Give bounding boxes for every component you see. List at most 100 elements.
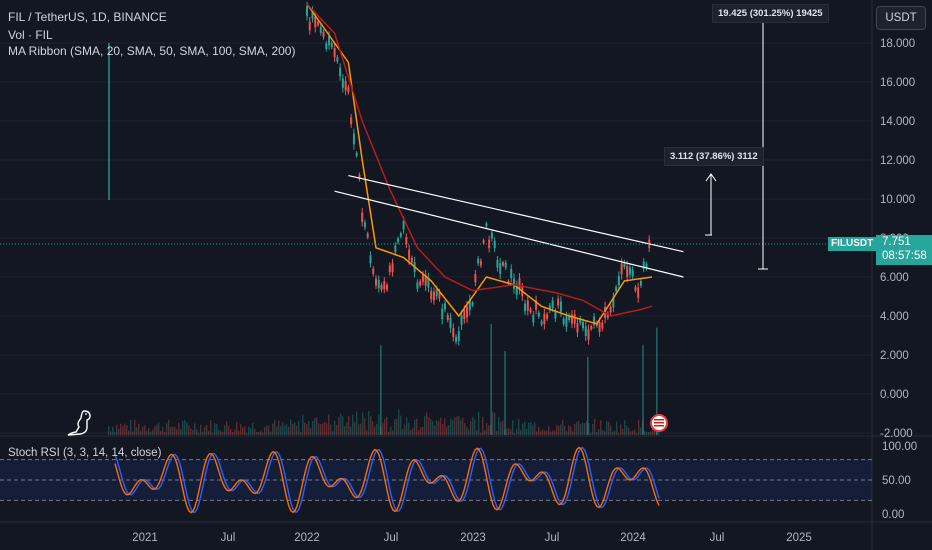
price-candle bbox=[319, 27, 322, 33]
price-candle bbox=[358, 174, 361, 180]
volume-bar bbox=[272, 423, 274, 435]
price-candle bbox=[620, 263, 623, 275]
volume-bar bbox=[644, 430, 646, 435]
volume-bar bbox=[480, 432, 482, 435]
ma-slow-line bbox=[306, 3, 653, 317]
volume-bar bbox=[360, 423, 362, 435]
volume-bar bbox=[240, 424, 242, 435]
volume-bar bbox=[250, 428, 252, 435]
volume-bar bbox=[290, 419, 292, 435]
volume-bar bbox=[440, 417, 442, 435]
price-candle bbox=[347, 87, 350, 93]
volume-bar bbox=[132, 431, 134, 435]
volume-legend: Vol · FIL bbox=[8, 28, 53, 42]
volume-bar bbox=[408, 422, 410, 435]
volume-spike bbox=[504, 351, 506, 435]
volume-bar bbox=[562, 419, 564, 435]
price-candle bbox=[540, 321, 543, 325]
volume-bar bbox=[366, 430, 368, 435]
volume-bar bbox=[156, 424, 158, 435]
volume-bar bbox=[468, 429, 470, 435]
volume-bars bbox=[108, 43, 660, 435]
price-candle bbox=[634, 286, 637, 291]
volume-bar bbox=[526, 428, 528, 435]
volume-bar bbox=[174, 426, 176, 435]
volume-bar bbox=[268, 425, 270, 435]
volume-bar bbox=[476, 430, 478, 435]
price-candle bbox=[490, 232, 493, 239]
volume-bar bbox=[314, 417, 316, 435]
price-candle bbox=[601, 322, 604, 329]
price-candle bbox=[311, 10, 314, 19]
volume-bar bbox=[202, 431, 204, 435]
volume-bar bbox=[474, 419, 476, 435]
volume-bar bbox=[150, 431, 152, 435]
volume-bar bbox=[548, 426, 550, 435]
volume-bar bbox=[382, 422, 384, 435]
volume-bar bbox=[630, 431, 632, 435]
stoch-rsi-legend: Stoch RSI (3, 3, 14, 14, close) bbox=[8, 447, 162, 459]
last-price-tag: 7.751 08:57:58 bbox=[876, 235, 932, 265]
volume-bar bbox=[232, 432, 234, 435]
volume-bar bbox=[410, 429, 412, 435]
volume-bar bbox=[572, 431, 574, 435]
price-candle bbox=[493, 240, 496, 249]
volume-bar bbox=[404, 424, 406, 435]
volume-bar bbox=[212, 432, 214, 435]
price-candle bbox=[452, 327, 455, 337]
volume-bar bbox=[554, 430, 556, 435]
price-candle bbox=[510, 268, 513, 278]
price-candle bbox=[551, 300, 554, 309]
volume-bar bbox=[524, 421, 526, 435]
price-candle bbox=[548, 305, 551, 311]
price-tick-label: 14.000 bbox=[880, 116, 915, 128]
rsi-k-line bbox=[114, 447, 660, 513]
volume-bar bbox=[466, 426, 468, 435]
volume-bar bbox=[500, 422, 502, 435]
volume-bar bbox=[194, 423, 196, 435]
volume-bar bbox=[456, 416, 458, 435]
volume-bar bbox=[248, 426, 250, 435]
price-candle bbox=[642, 261, 645, 269]
volume-bar bbox=[354, 422, 356, 435]
currency-button[interactable]: USDT bbox=[876, 6, 926, 30]
price-candle bbox=[568, 315, 571, 321]
volume-bar bbox=[246, 432, 248, 435]
volume-bar bbox=[224, 425, 226, 435]
ma-ribbon-legend: MA Ribbon (SMA, 20, SMA, 50, SMA, 100, S… bbox=[8, 44, 296, 58]
volume-bar bbox=[112, 426, 114, 435]
volume-bar bbox=[338, 416, 340, 435]
us-flag-icon[interactable] bbox=[650, 414, 668, 432]
volume-bar bbox=[252, 422, 254, 435]
volume-spike bbox=[642, 345, 644, 435]
volume-bar bbox=[594, 419, 596, 435]
volume-bar bbox=[540, 430, 542, 435]
volume-bar bbox=[292, 423, 294, 435]
volume-bar bbox=[452, 420, 454, 435]
volume-bar bbox=[624, 420, 626, 435]
volume-bar bbox=[288, 426, 290, 435]
volume-bar bbox=[358, 424, 360, 435]
volume-bar bbox=[180, 429, 182, 435]
volume-bar bbox=[430, 418, 432, 435]
price-candle bbox=[562, 319, 565, 324]
volume-bar bbox=[510, 429, 512, 435]
price-candle bbox=[485, 223, 488, 227]
volume-bar bbox=[570, 426, 572, 435]
volume-bar bbox=[294, 422, 296, 435]
volume-bar bbox=[220, 430, 222, 435]
volume-bar bbox=[582, 422, 584, 435]
volume-bar bbox=[518, 419, 520, 435]
measure-arrowhead-small bbox=[705, 173, 717, 182]
volume-bar bbox=[418, 430, 420, 435]
price-candle bbox=[479, 260, 482, 266]
volume-bar bbox=[576, 421, 578, 435]
price-candle bbox=[570, 314, 573, 324]
volume-bar bbox=[210, 420, 212, 435]
price-candle bbox=[535, 300, 538, 310]
volume-bar bbox=[522, 423, 524, 435]
volume-bar bbox=[388, 431, 390, 435]
measure-label-large: 19.425 (301.25%) 19425 bbox=[712, 4, 829, 23]
volume-bar bbox=[134, 419, 136, 435]
